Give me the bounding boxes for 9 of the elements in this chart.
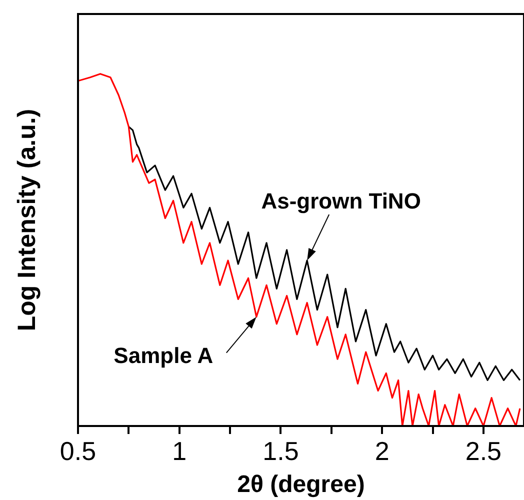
x-tick-label: 0.5 [60,436,96,466]
x-tick-label: 1 [172,436,187,466]
x-tick-label: 2 [374,436,390,466]
x-tick-label: 2.5 [465,436,502,466]
annotation: As-grown TiNO [261,188,421,214]
annotation: Sample A [114,342,214,368]
x-tick-label: 1.5 [262,436,299,466]
y-axis-title: Log Intensity (a.u.) [12,108,41,332]
x-axis-title: 2θ (degree) [237,471,365,498]
